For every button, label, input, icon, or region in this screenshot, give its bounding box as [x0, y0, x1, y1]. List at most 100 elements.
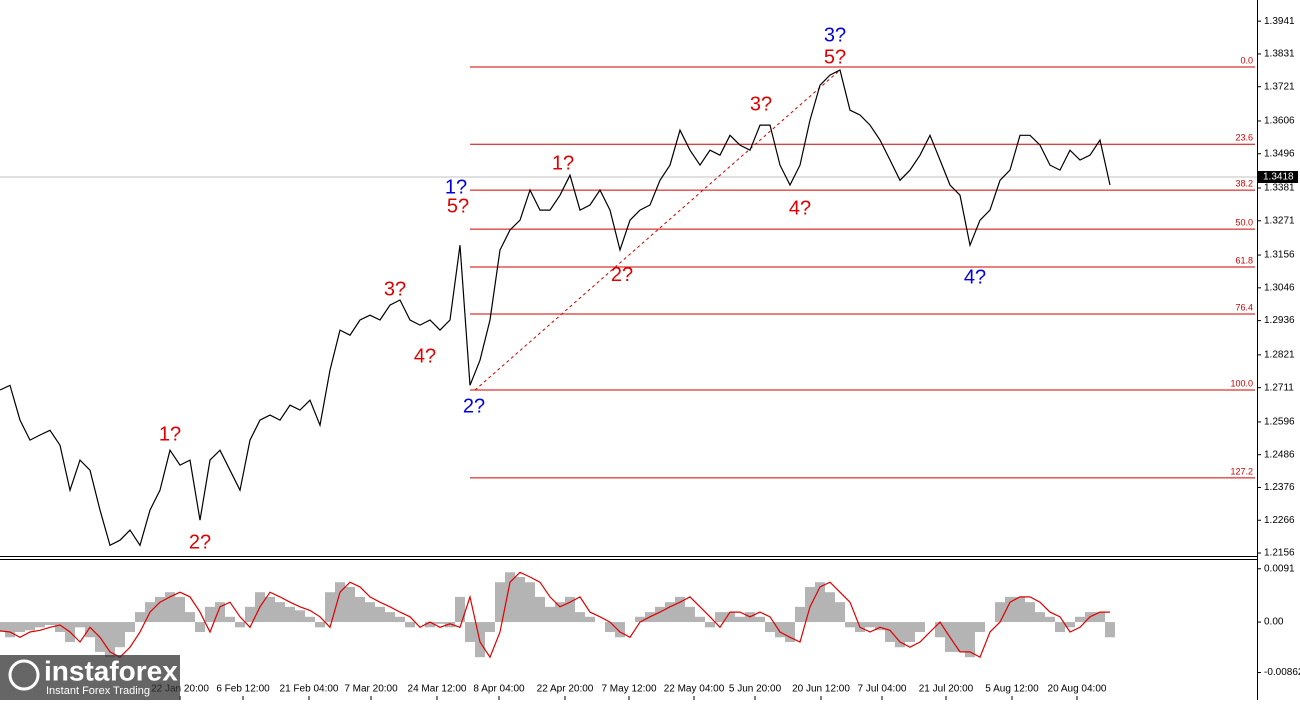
histogram-bar [1015, 596, 1025, 623]
histogram-bar [725, 612, 735, 623]
histogram-bar [965, 622, 975, 658]
x-tick-label: 6 Feb 12:00 [216, 684, 270, 695]
histogram-bar [775, 622, 785, 638]
x-tick-label: 22 Apr 20:00 [537, 684, 594, 695]
price-line [0, 69, 1111, 547]
y-tick-label: 1.2821 [1264, 350, 1295, 361]
last-price-box [1258, 170, 1298, 183]
histogram-bar [575, 612, 585, 623]
histogram-bar [705, 622, 715, 628]
histogram-bar [285, 606, 295, 623]
fib-label: 50.0 [1235, 218, 1253, 228]
y-tick-label: 1.3271 [1264, 215, 1295, 226]
fib-label: 23.6 [1235, 133, 1253, 143]
wave-label: 2? [189, 531, 211, 553]
histogram-bar [185, 612, 195, 623]
histogram-bar [1045, 616, 1055, 623]
histogram-bar [555, 602, 565, 623]
histogram-bar [695, 616, 705, 623]
x-tick-label: 7 Jul 04:00 [858, 684, 907, 695]
y-tick-label: 1.3831 [1264, 49, 1295, 60]
y-tick-label: -0.00862 [1264, 667, 1300, 678]
histogram-bar [905, 622, 915, 642]
histogram-bar [305, 616, 315, 623]
y-tick-label: 1.2266 [1264, 515, 1295, 526]
histogram-bar [135, 612, 145, 623]
histogram-bar [565, 596, 575, 623]
histogram-bar [755, 616, 765, 623]
wave-label: 1? [552, 152, 574, 174]
y-tick-label: 1.2156 [1264, 548, 1295, 559]
histogram-bar [15, 622, 25, 633]
y-tick-label: 1.3046 [1264, 282, 1295, 293]
histogram-bar [875, 622, 885, 631]
plot-layer: 1.3941 1.3831 1.3721 1.3606 1.3496 1.3381 1.32… [0, 16, 1300, 700]
histogram-bar [605, 622, 615, 633]
histogram-bar [1095, 612, 1105, 623]
logo-name: instaforex [44, 655, 178, 686]
histogram-bar [1035, 612, 1045, 623]
x-tick-label: 20 Jun 12:00 [792, 684, 850, 695]
histogram-bar [105, 622, 115, 658]
histogram-bar [815, 582, 825, 623]
fib-label: 0.0 [1240, 55, 1253, 65]
histogram-bar [535, 596, 545, 623]
histogram-bar [335, 582, 345, 623]
histogram-bar [25, 622, 35, 631]
y-tick-label: 1.2711 [1264, 382, 1294, 393]
fib-label: 127.2 [1230, 466, 1253, 476]
wave-label: 3? [750, 93, 772, 115]
histogram-bar [585, 616, 595, 623]
wave-label: 2? [463, 395, 485, 417]
histogram-bar [515, 576, 525, 623]
histogram-bar [505, 572, 515, 623]
histogram-bar [345, 586, 355, 623]
histogram-bar [365, 602, 375, 623]
x-tick-label: 22 Jan 20:00 [151, 684, 209, 695]
histogram-bar [715, 612, 725, 623]
wave-label: 1? [159, 424, 181, 446]
histogram-bar [785, 622, 795, 642]
histogram-bar [635, 616, 645, 623]
histogram-bar [545, 606, 555, 623]
histogram-bar [205, 606, 215, 623]
y-tick-label: 1.3721 [1264, 81, 1295, 92]
histogram-bar [1055, 622, 1065, 633]
histogram-bar [615, 622, 625, 638]
y-tick-label: 1.3156 [1264, 250, 1295, 261]
wave-label: 2? [611, 264, 633, 286]
trendline [474, 69, 841, 391]
histogram-bar [805, 586, 815, 623]
histogram-bar [435, 622, 445, 624]
wave-label: 4? [789, 197, 811, 219]
histogram-bar [935, 622, 945, 638]
histogram-bar [75, 622, 85, 628]
wave-label: 3? [824, 24, 846, 46]
x-tick-label: 21 Feb 04:00 [280, 684, 339, 695]
histogram-bar [1005, 596, 1015, 623]
fib-label: 61.8 [1235, 255, 1253, 265]
histogram-bar [385, 612, 395, 623]
histogram-bar [155, 596, 165, 623]
histogram-bar [265, 596, 275, 623]
histogram-bar [0, 622, 5, 633]
y-tick-label: 0.0091 [1264, 563, 1295, 574]
histogram-bar [45, 622, 55, 625]
histogram-bar [85, 622, 95, 638]
histogram-bar [975, 622, 985, 633]
y-tick-label: 1.3496 [1264, 148, 1295, 159]
histogram-bar [915, 622, 925, 633]
y-tick-label: 1.3606 [1264, 116, 1295, 127]
histogram-bar [825, 592, 835, 623]
histogram-bar [225, 616, 235, 623]
histogram-bar [845, 622, 855, 628]
histogram-bar [1065, 622, 1075, 628]
histogram-bar [235, 622, 245, 628]
signal-line [0, 571, 1110, 659]
fib-label: 76.4 [1235, 302, 1253, 312]
histogram-bar [675, 596, 685, 623]
x-tick-label: 7 May 12:00 [601, 684, 656, 695]
histogram-bar [55, 622, 65, 633]
x-tick-label: 21 Jul 20:00 [919, 684, 974, 695]
histogram-bar [275, 602, 285, 623]
